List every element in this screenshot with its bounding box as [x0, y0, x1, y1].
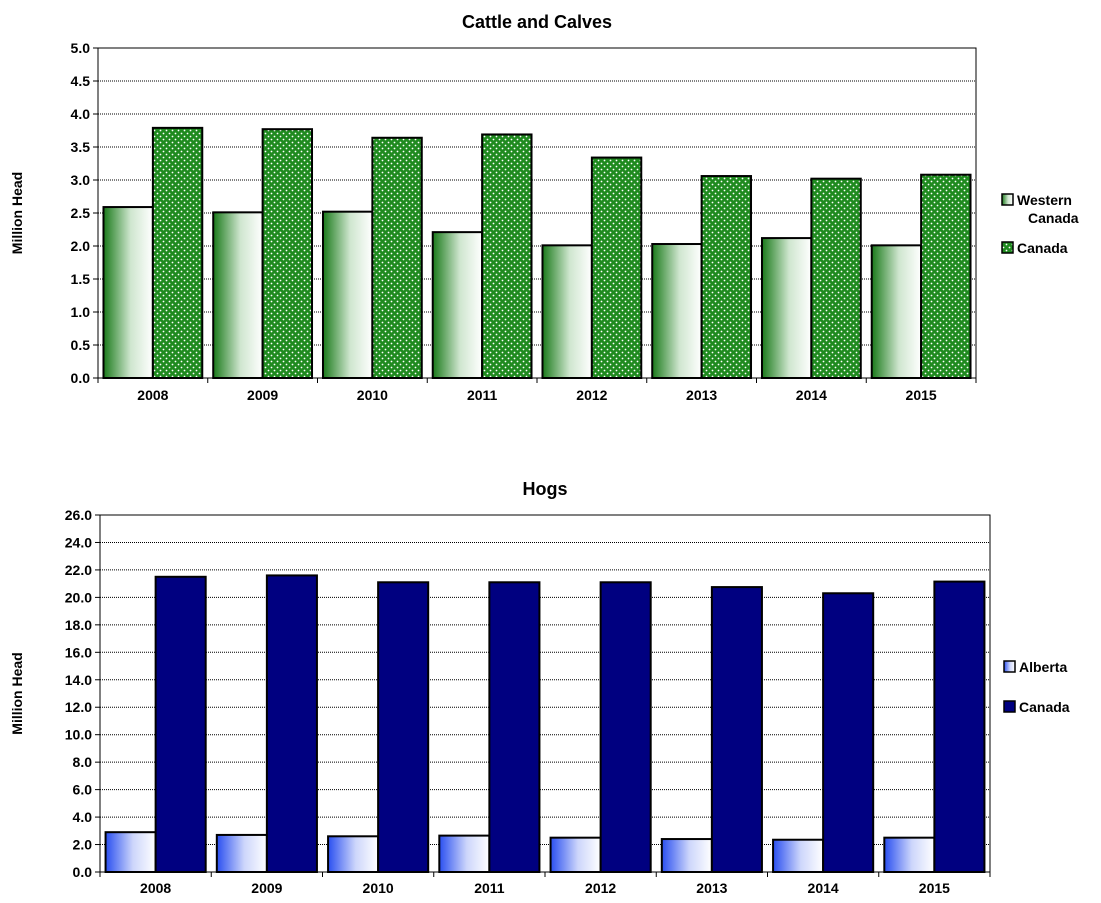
cattle-chart: Cattle and Calves Million Head 0.0 0.5 1.0 1.…: [9, 12, 1079, 403]
y-tick-label: 4.0: [71, 106, 91, 122]
bar-canada-2012: [590, 156, 643, 379]
bar-canada-2013: [710, 586, 763, 873]
x-tick-label: 2015: [906, 387, 937, 403]
bar-western-canada-2010: [321, 210, 374, 379]
x-tick-label: 2008: [140, 880, 171, 896]
bar-western-canada-2011: [431, 231, 484, 379]
y-tick-label: 1.0: [71, 304, 91, 320]
bar-alberta-2015: [883, 836, 936, 874]
y-tick-label: 18.0: [65, 617, 92, 633]
x-tick-label: 2013: [696, 880, 727, 896]
y-tick-label: 4.5: [71, 73, 91, 89]
bar-canada-2014: [822, 592, 875, 873]
x-tick-label: 2014: [796, 387, 827, 403]
y-axis-label: Million Head: [9, 652, 25, 734]
legend-swatch: [1001, 193, 1014, 206]
bar-canada-2009: [261, 128, 314, 379]
y-tick-label: 16.0: [65, 644, 92, 660]
y-tick-label: 2.0: [71, 238, 91, 254]
bar-western-canada-2008: [102, 206, 154, 379]
bar-canada-2015: [933, 580, 986, 873]
y-tick-label: 24.0: [65, 534, 92, 550]
y-tick-label: 0.5: [71, 337, 91, 353]
bar-alberta-2010: [327, 835, 380, 873]
bar-western-canada-2015: [870, 244, 923, 379]
y-tick-label: 0.0: [73, 864, 93, 880]
y-tick-label: 14.0: [65, 672, 92, 688]
legend-swatch: [1001, 241, 1014, 254]
bar-canada-2015: [920, 173, 972, 379]
y-tick-label: 20.0: [65, 589, 92, 605]
bar-canada-2010: [371, 136, 423, 379]
hogs-chart: Hogs Million Head 0.0 2.0 4.0 6.0 8.0 10.0 12.0 1…: [9, 479, 1070, 896]
bar-alberta-2008: [104, 831, 157, 874]
bar-canada-2013: [700, 175, 753, 379]
y-tick-label: 4.0: [73, 809, 93, 825]
bar-canada-2012: [599, 581, 652, 873]
y-tick-label: 2.5: [71, 205, 91, 221]
x-tick-label: 2015: [919, 880, 950, 896]
bar-canada-2008: [151, 126, 204, 379]
y-tick-label: 26.0: [65, 507, 92, 523]
legend-swatch: [1003, 700, 1016, 713]
y-tick-label: 6.0: [73, 782, 93, 798]
y-tick-label: 0.0: [71, 370, 91, 386]
legend-label: Alberta: [1019, 659, 1067, 675]
legend-label: Western Canada: [1017, 192, 1079, 226]
y-tick-label: 3.0: [71, 172, 91, 188]
y-tick-label: 3.5: [71, 139, 91, 155]
y-tick-label: 12.0: [65, 699, 92, 715]
legend-swatch: [1003, 660, 1016, 673]
x-tick-label: 2014: [808, 880, 839, 896]
bar-western-canada-2009: [212, 211, 264, 379]
y-tick-label: 5.0: [71, 40, 91, 56]
x-tick-label: 2013: [686, 387, 717, 403]
bar-canada-2011: [481, 133, 533, 379]
legend-label: Canada: [1017, 240, 1068, 256]
y-tick-label: 2.0: [73, 837, 93, 853]
chart-title: Hogs: [523, 479, 568, 499]
x-tick-label: 2011: [474, 880, 505, 896]
bar-alberta-2009: [215, 833, 268, 874]
bar-canada-2008: [154, 575, 207, 873]
x-tick-label: 2009: [251, 880, 282, 896]
bar-canada-2011: [488, 581, 541, 873]
bar-western-canada-2012: [541, 244, 593, 379]
x-tick-label: 2012: [585, 880, 616, 896]
x-tick-label: 2012: [576, 387, 607, 403]
y-axis-label: Million Head: [9, 172, 25, 254]
bar-canada-2009: [265, 574, 318, 874]
y-tick-label: 1.5: [71, 271, 91, 287]
bar-alberta-2014: [772, 838, 825, 873]
bar-alberta-2011: [438, 834, 491, 874]
y-tick-label: 10.0: [65, 727, 92, 743]
y-tick-label: 22.0: [65, 562, 92, 578]
bar-canada-2010: [377, 581, 430, 873]
bar-western-canada-2014: [760, 237, 813, 379]
x-tick-label: 2010: [357, 387, 388, 403]
legend-label: Canada: [1019, 699, 1070, 715]
bar-western-canada-2013: [651, 243, 703, 379]
bar-alberta-2012: [549, 836, 602, 874]
y-tick-label: 8.0: [73, 754, 93, 770]
x-tick-label: 2011: [467, 387, 498, 403]
x-tick-label: 2009: [247, 387, 278, 403]
bar-alberta-2013: [660, 838, 713, 873]
x-tick-label: 2010: [363, 880, 394, 896]
x-tick-label: 2008: [137, 387, 168, 403]
chart-title: Cattle and Calves: [462, 12, 612, 32]
bar-canada-2014: [810, 177, 862, 379]
